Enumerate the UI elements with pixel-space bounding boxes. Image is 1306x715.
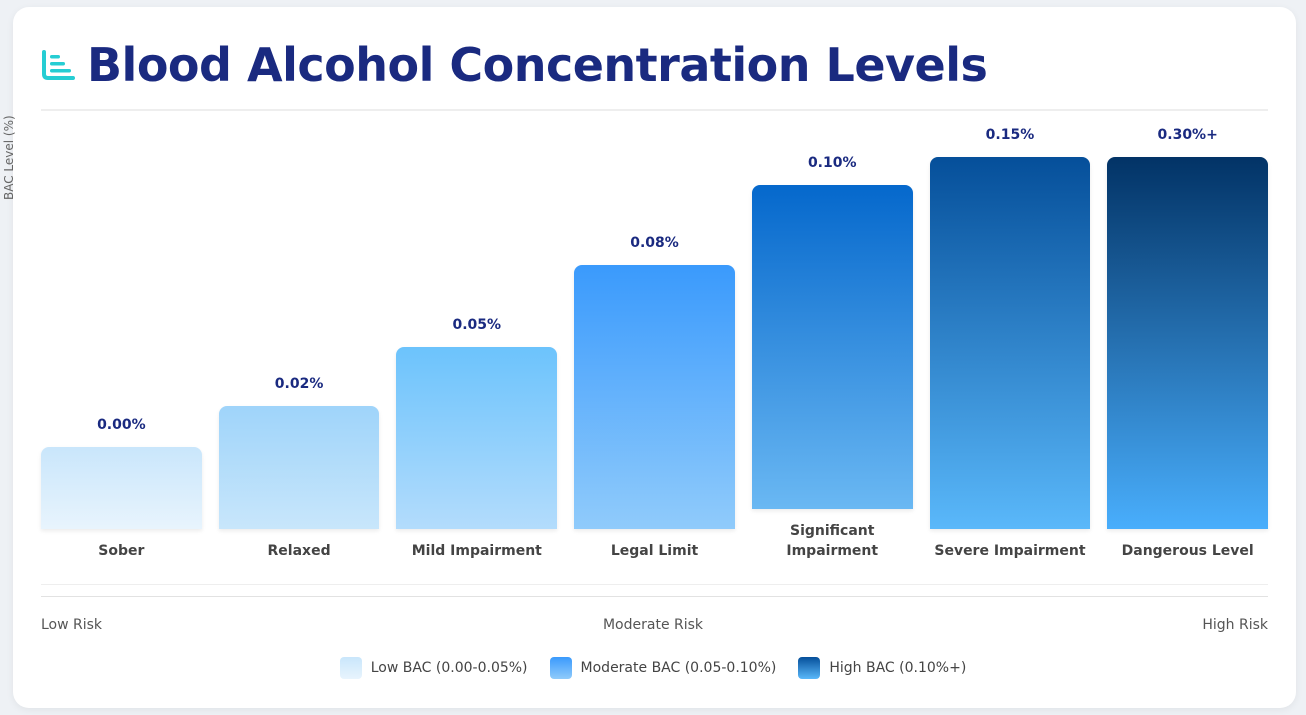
legend-swatch	[798, 657, 821, 679]
bar-column: 0.05% Mild Impairment	[396, 120, 558, 561]
bar-column: 0.08% Legal Limit	[574, 120, 735, 561]
y-axis-label: BAC Level (%)	[2, 115, 16, 200]
legend-swatch	[339, 657, 362, 679]
data-label: 0.10%	[807, 155, 857, 172]
data-label: 0.30%+	[1157, 127, 1218, 143]
bar	[929, 157, 1091, 529]
data-label: 0.15%	[985, 127, 1035, 143]
divider	[41, 109, 1268, 111]
category-label: Dangerous Level	[1121, 543, 1254, 559]
bar-column: 0.00% Sober	[41, 120, 202, 561]
bar	[396, 346, 558, 529]
divider	[41, 596, 1268, 597]
bar	[218, 406, 380, 529]
data-label: 0.08%	[630, 234, 679, 251]
risk-moderate: Moderate Risk	[602, 617, 704, 633]
bar	[751, 185, 913, 509]
bar-column: 0.30%+ Dangerous Level	[1107, 120, 1269, 561]
legend-label: Low BAC (0.00-0.05%)	[370, 660, 528, 676]
chart-title: Blood Alcohol Concentration Levels	[87, 38, 988, 92]
bars-area: 0.00% Sober 0.02% Relaxed 0.05% Mild Impairme…	[41, 120, 1269, 561]
risk-high: High Risk	[1202, 617, 1268, 633]
bar-column: 0.02% Relaxed	[218, 120, 380, 561]
legend: Low BAC (0.00-0.05%) Moderate BAC (0.05-0…	[0, 657, 1306, 679]
bar	[1107, 157, 1269, 529]
data-label: 0.05%	[452, 316, 502, 333]
category-label: Sober	[98, 543, 145, 559]
bar-column: 0.15% Severe Impairment	[929, 120, 1091, 561]
bar	[41, 447, 202, 529]
category-label: Legal Limit	[610, 543, 699, 559]
divider	[41, 584, 1268, 585]
risk-low: Low Risk	[41, 617, 103, 633]
legend-item: Moderate BAC (0.05-0.10%)	[549, 657, 777, 679]
bar	[574, 264, 735, 529]
category-label: Relaxed	[267, 543, 331, 559]
chart-header: Blood Alcohol Concentration Levels	[41, 38, 988, 92]
data-label: 0.02%	[274, 376, 324, 393]
legend-item: High BAC (0.10%+)	[798, 657, 966, 679]
data-label: 0.00%	[97, 417, 146, 434]
category-label: Severe Impairment	[934, 543, 1086, 559]
bar-column: 0.10% Significant Impairment	[751, 120, 913, 561]
bar-chart-icon	[42, 50, 75, 80]
legend-swatch	[549, 657, 572, 679]
category-label: Significant Impairment	[786, 523, 879, 559]
category-label: Mild Impairment	[411, 543, 542, 559]
legend-item: Low BAC (0.00-0.05%)	[339, 657, 528, 679]
legend-label: Moderate BAC (0.05-0.10%)	[580, 660, 777, 676]
legend-label: High BAC (0.10%+)	[829, 660, 967, 676]
